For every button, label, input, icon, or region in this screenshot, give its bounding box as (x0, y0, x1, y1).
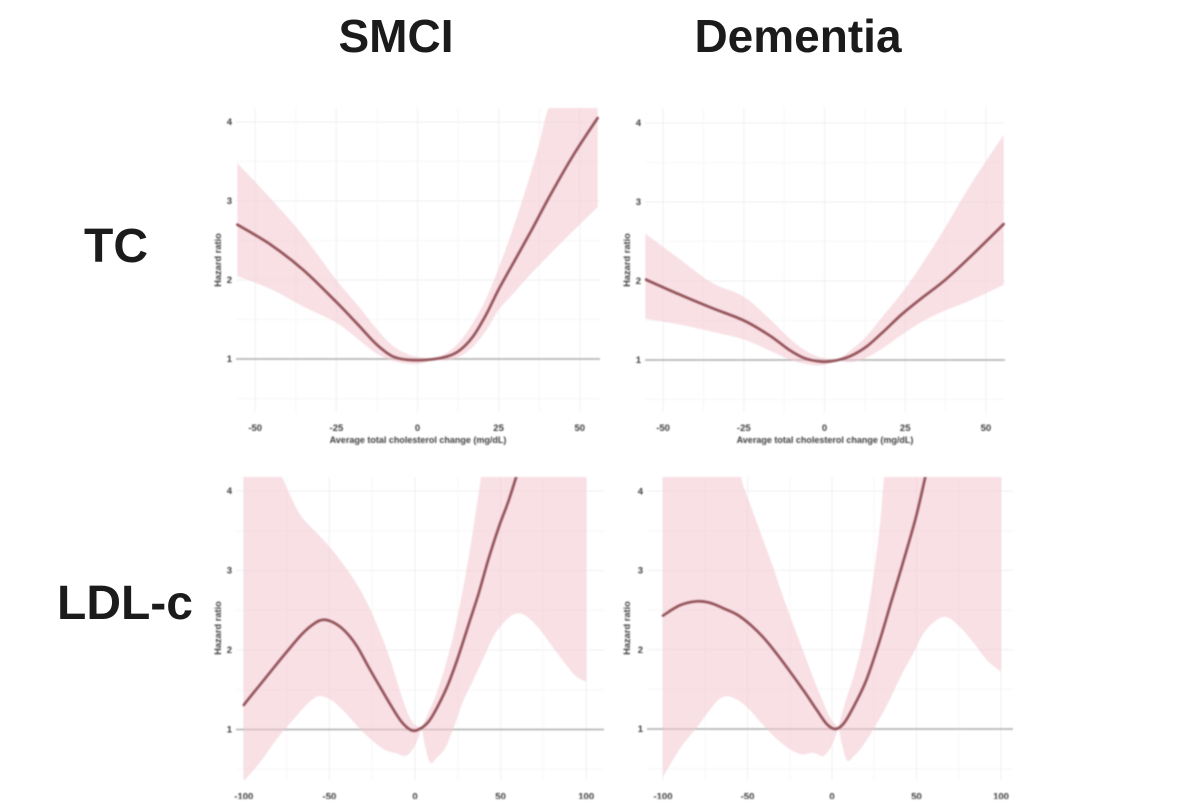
svg-text:-50: -50 (741, 792, 755, 800)
svg-text:-50: -50 (323, 792, 337, 800)
svg-text:3: 3 (227, 566, 232, 577)
svg-text:4: 4 (638, 486, 644, 497)
svg-text:25: 25 (900, 423, 911, 434)
svg-text:4: 4 (227, 117, 233, 128)
svg-text:1: 1 (227, 354, 233, 365)
svg-text:0: 0 (829, 792, 834, 800)
svg-text:3: 3 (227, 196, 232, 207)
svg-text:Hazard ratio: Hazard ratio (213, 233, 223, 287)
svg-text:3: 3 (636, 197, 641, 208)
svg-text:0: 0 (822, 423, 827, 434)
svg-text:-25: -25 (737, 423, 751, 434)
svg-text:3: 3 (638, 566, 643, 577)
svg-text:Hazard ratio: Hazard ratio (213, 601, 223, 655)
svg-text:Average total cholesterol chan: Average total cholesterol change (mg/dL) (330, 435, 507, 445)
svg-text:Hazard ratio: Hazard ratio (622, 233, 632, 287)
svg-text:0: 0 (412, 792, 417, 800)
svg-text:50: 50 (495, 792, 506, 800)
svg-text:1: 1 (638, 724, 644, 735)
svg-text:TC: TC (84, 220, 148, 273)
svg-text:2: 2 (227, 645, 232, 656)
svg-text:SMCI: SMCI (339, 10, 454, 62)
svg-text:0: 0 (415, 423, 420, 434)
svg-text:4: 4 (636, 118, 642, 129)
svg-text:Average total cholesterol chan: Average total cholesterol change (mg/dL) (737, 435, 914, 445)
svg-text:1: 1 (636, 355, 642, 366)
svg-text:2: 2 (636, 276, 641, 287)
svg-text:2: 2 (227, 275, 232, 286)
svg-text:50: 50 (575, 423, 586, 434)
svg-text:50: 50 (911, 792, 922, 800)
svg-text:-100: -100 (653, 792, 672, 800)
svg-text:-100: -100 (234, 792, 253, 800)
svg-text:-25: -25 (330, 423, 344, 434)
svg-text:50: 50 (981, 423, 992, 434)
svg-text:25: 25 (493, 423, 504, 434)
svg-text:100: 100 (578, 792, 594, 800)
svg-text:Dementia: Dementia (694, 10, 901, 62)
svg-text:-50: -50 (656, 423, 670, 434)
svg-text:2: 2 (638, 645, 643, 656)
svg-text:-50: -50 (248, 423, 262, 434)
svg-text:1: 1 (227, 725, 233, 736)
svg-text:Hazard ratio: Hazard ratio (622, 601, 632, 655)
svg-text:4: 4 (227, 486, 233, 497)
svg-text:100: 100 (993, 792, 1009, 800)
svg-text:LDL-c: LDL-c (57, 577, 193, 630)
